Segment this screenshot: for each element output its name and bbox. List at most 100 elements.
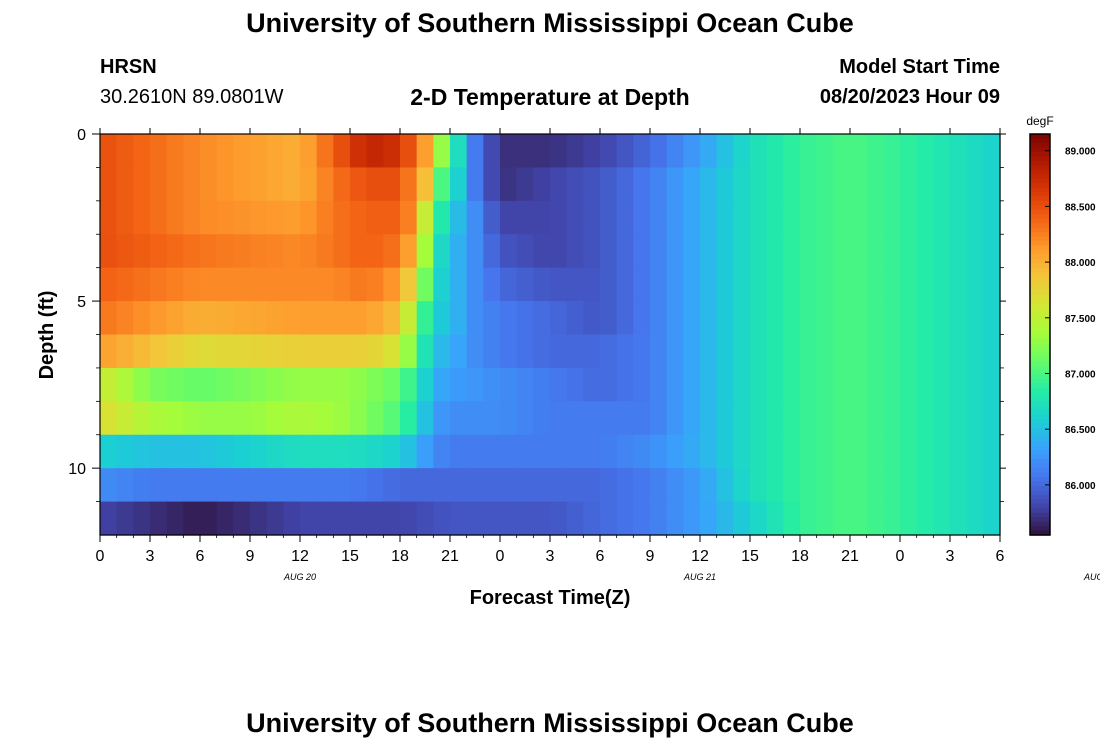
heat-cell [516, 267, 534, 302]
colorbar-segment [1030, 343, 1050, 349]
heat-cell [233, 401, 251, 436]
heat-cell [216, 468, 234, 503]
x-axis: 0 3 6 9 12 15 18 21 0 3 6 9 12 15 18 21 0 3 6 [96, 128, 1005, 565]
heat-cell [950, 167, 968, 202]
heat-cell [900, 334, 918, 369]
heat-cell [350, 521, 368, 536]
heat-cell [683, 167, 701, 202]
heat-cell [266, 267, 284, 302]
heat-cell [333, 267, 351, 302]
heat-cell [350, 167, 368, 202]
colorbar-segment [1030, 338, 1050, 345]
heat-cell [883, 468, 901, 503]
heat-cell [300, 521, 318, 536]
heat-cell [400, 401, 418, 436]
heat-cell [183, 334, 201, 369]
heat-cell [900, 367, 918, 402]
heat-cell [816, 401, 834, 436]
heat-cell [616, 334, 634, 369]
heat-cell [783, 134, 801, 169]
heat-cell [516, 501, 534, 523]
heat-cell [216, 367, 234, 402]
heat-cell [100, 200, 118, 235]
heat-cell [433, 501, 451, 523]
y-axis: 0 5 10 [68, 127, 1006, 502]
heat-cell [166, 401, 184, 436]
heat-cell [450, 267, 468, 302]
heat-cell [616, 301, 634, 336]
heat-cell [833, 234, 851, 269]
heat-cell [633, 301, 651, 336]
heat-cell [450, 521, 468, 536]
x-tick-label: 0 [96, 548, 105, 565]
heat-cell [733, 234, 751, 269]
heat-cell [433, 468, 451, 503]
colorbar-frame [1029, 133, 1051, 536]
heat-cell [533, 367, 551, 402]
heat-cell [616, 200, 634, 235]
heat-cell [800, 367, 818, 402]
heat-cell [750, 367, 768, 402]
heat-cell [350, 401, 368, 436]
colorbar-segment [1030, 285, 1050, 291]
heat-cell [333, 167, 351, 202]
heat-cell [483, 468, 501, 503]
heat-cell [233, 267, 251, 302]
heat-cell [650, 521, 668, 536]
heat-cell [383, 134, 401, 169]
heat-cell [316, 468, 334, 503]
heat-cell [966, 301, 984, 336]
heat-cell [483, 267, 501, 302]
heat-cell [883, 521, 901, 536]
heat-cell [950, 267, 968, 302]
bottom-title: University of Southern Mississippi Ocean… [246, 708, 854, 738]
heat-cell [783, 521, 801, 536]
heat-cell [733, 401, 751, 436]
heat-cell [716, 334, 734, 369]
heat-cell [400, 334, 418, 369]
heat-cell [683, 434, 701, 469]
heat-cell [883, 200, 901, 235]
heat-cell [750, 521, 768, 536]
x-tick-label: 3 [546, 548, 555, 565]
heat-cell [550, 134, 568, 169]
heat-cell [433, 200, 451, 235]
x-tick-label: 12 [291, 548, 309, 565]
heat-cell [766, 267, 784, 302]
heat-cell [333, 334, 351, 369]
colorbar-segment [1030, 200, 1050, 206]
heat-cell [350, 200, 368, 235]
heat-cell [866, 334, 884, 369]
heat-cell [400, 167, 418, 202]
heat-cell [216, 301, 234, 336]
model-start-label: Model Start Time [839, 56, 1000, 78]
heat-cell [466, 401, 484, 436]
heat-cell [466, 501, 484, 523]
heat-cell [250, 134, 268, 169]
heat-cell [216, 234, 234, 269]
heat-cell [450, 434, 468, 469]
heat-cell [416, 301, 434, 336]
heat-cell [133, 521, 151, 536]
heat-cell [433, 234, 451, 269]
colorbar-segment [1030, 428, 1050, 434]
heat-cell [700, 334, 718, 369]
heat-cell [416, 200, 434, 235]
heat-cell [750, 501, 768, 523]
colorbar-segment [1030, 307, 1050, 313]
heat-cell [650, 234, 668, 269]
heat-cell [833, 521, 851, 536]
heat-cell [783, 401, 801, 436]
heat-cell [750, 434, 768, 469]
heat-cell [933, 401, 951, 436]
x-tick-label: 6 [196, 548, 205, 565]
heat-cell [700, 367, 718, 402]
heat-cell [183, 200, 201, 235]
heat-cell [650, 468, 668, 503]
heat-cell [766, 234, 784, 269]
heat-cell [200, 200, 218, 235]
heat-cell [166, 334, 184, 369]
heat-cell [666, 200, 684, 235]
heat-cell [550, 521, 568, 536]
heat-cell [933, 367, 951, 402]
